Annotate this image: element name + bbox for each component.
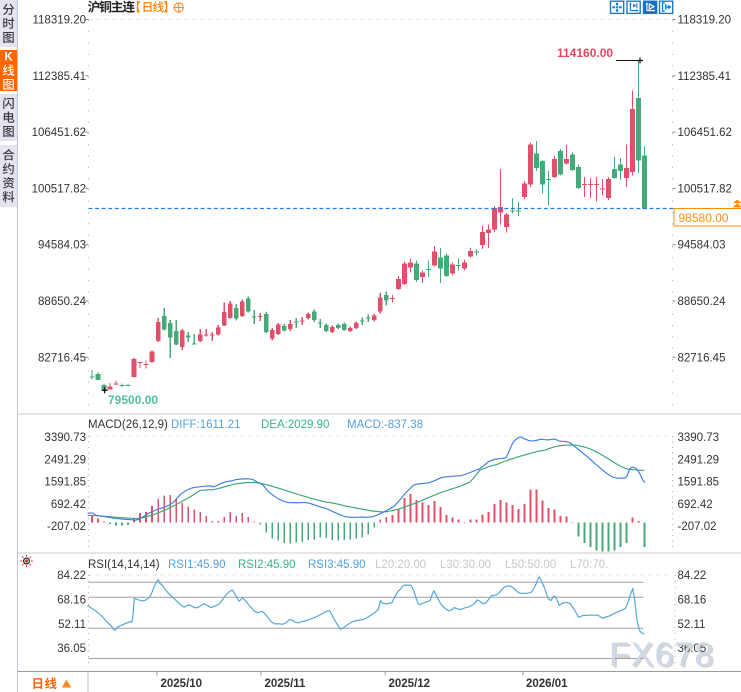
svg-text:94584.03: 94584.03	[38, 240, 86, 252]
svg-text:36.05: 36.05	[678, 643, 707, 655]
svg-text:L50:50.00: L50:50.00	[505, 559, 556, 571]
svg-text:2491.29: 2491.29	[678, 454, 720, 466]
svg-text:L20:20.00: L20:20.00	[375, 559, 426, 571]
svg-text:98580.00: 98580.00	[679, 211, 729, 225]
svg-text:88650.24: 88650.24	[678, 296, 727, 308]
svg-text:DEA:2029.90: DEA:2029.90	[261, 419, 329, 431]
svg-text:114160.00: 114160.00	[557, 46, 613, 60]
svg-text:RSI1:45.90: RSI1:45.90	[168, 559, 226, 571]
svg-text:82716.45: 82716.45	[678, 352, 726, 364]
svg-text:2026/01: 2026/01	[526, 678, 568, 690]
svg-text:84.22: 84.22	[678, 570, 707, 582]
svg-text:2025/11: 2025/11	[265, 678, 307, 690]
svg-text:88650.24: 88650.24	[38, 296, 87, 308]
svg-text:MACD(26,12,9): MACD(26,12,9)	[88, 419, 168, 431]
svg-text:52.11: 52.11	[678, 619, 706, 631]
svg-text:3390.73: 3390.73	[44, 432, 86, 444]
svg-text:106451.62: 106451.62	[32, 127, 86, 139]
svg-text:118319.20: 118319.20	[678, 15, 732, 27]
svg-text:DIFF:1611.21: DIFF:1611.21	[171, 419, 240, 431]
svg-text:112385.41: 112385.41	[32, 71, 86, 83]
svg-text:112385.41: 112385.41	[678, 71, 732, 83]
svg-text:3390.73: 3390.73	[678, 432, 720, 444]
svg-text:-207.02: -207.02	[678, 521, 717, 533]
svg-text:1591.85: 1591.85	[678, 477, 720, 489]
svg-text:82716.45: 82716.45	[38, 352, 86, 364]
svg-text:MACD:-837.38: MACD:-837.38	[347, 419, 423, 431]
svg-text:-207.02: -207.02	[47, 521, 86, 533]
svg-text:K: K	[4, 52, 13, 64]
svg-text:84.22: 84.22	[57, 570, 86, 582]
svg-text:52.11: 52.11	[58, 619, 86, 631]
svg-text:94584.03: 94584.03	[678, 240, 726, 252]
svg-text:L70:70.: L70:70.	[570, 559, 608, 571]
svg-text:79500.00: 79500.00	[108, 393, 158, 407]
svg-text:1591.85: 1591.85	[44, 477, 86, 489]
svg-text:118319.20: 118319.20	[32, 15, 86, 27]
svg-text:68.16: 68.16	[57, 594, 86, 606]
svg-text:692.42: 692.42	[51, 499, 86, 511]
svg-text:RSI2:45.90: RSI2:45.90	[238, 559, 296, 571]
svg-text:692.42: 692.42	[678, 499, 713, 511]
svg-text:100517.82: 100517.82	[32, 183, 86, 195]
svg-text:L30:30.00: L30:30.00	[440, 559, 491, 571]
svg-text:106451.62: 106451.62	[678, 127, 732, 139]
svg-text:RSI3:45.90: RSI3:45.90	[308, 559, 366, 571]
svg-text:2491.29: 2491.29	[44, 454, 86, 466]
svg-text:68.16: 68.16	[678, 594, 707, 606]
svg-text:RSI(14,14,14): RSI(14,14,14)	[88, 559, 160, 571]
svg-text:36.05: 36.05	[57, 643, 86, 655]
svg-text:100517.82: 100517.82	[678, 183, 732, 195]
svg-text:FX678: FX678	[611, 638, 716, 676]
svg-text:2025/12: 2025/12	[389, 678, 431, 690]
svg-text:FX678: FX678	[609, 636, 714, 674]
svg-text:2025/10: 2025/10	[161, 678, 203, 690]
